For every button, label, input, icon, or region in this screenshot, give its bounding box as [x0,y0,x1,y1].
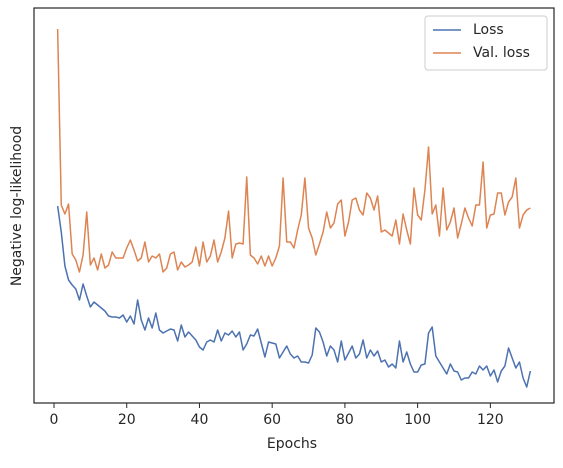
x-tick-label: 80 [336,412,354,428]
x-tick-label: 120 [477,412,504,428]
x-tick-label: 40 [191,412,209,428]
line-series [56,28,531,273]
x-tick-label: 20 [118,412,136,428]
plot-frame [33,7,555,404]
x-tick-label: 100 [404,412,431,428]
legend-label: Val. loss [473,45,530,61]
x-axis-label: Epochs [267,436,317,452]
y-axis-label: Negative log-likelihood [9,126,25,286]
x-tick-label: 60 [263,412,281,428]
line-series [56,205,532,388]
legend-label: Loss [473,22,504,38]
x-tick-label: 0 [50,412,59,428]
